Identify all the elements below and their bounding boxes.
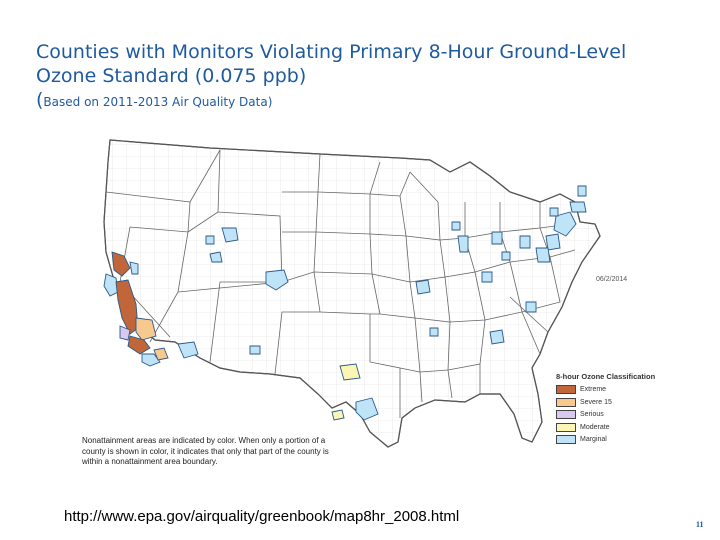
- legend-title: 8-hour Ozone Classification: [556, 372, 656, 381]
- area-jackson: [205, 235, 215, 245]
- area-wyoming: [209, 251, 223, 263]
- title-data-years: Based on 2011-2013 Air Quality Data): [43, 95, 273, 109]
- title-line-2: Ozone Standard (0.075 ppb): [36, 65, 307, 87]
- area-mariposa: [129, 261, 139, 275]
- area-memphis: [429, 327, 439, 337]
- legend-label: Moderate: [580, 423, 610, 431]
- nonattainment-areas: [103, 185, 587, 421]
- map-note: Nonattainment areas are indicated by col…: [82, 436, 329, 466]
- area-dallas: [339, 363, 361, 381]
- area-phoenix: [177, 341, 199, 359]
- area-charlotte: [525, 301, 537, 313]
- area-san-diego: [141, 353, 161, 367]
- area-atlanta: [489, 329, 505, 345]
- legend-item: Extreme: [556, 384, 686, 395]
- source-url[interactable]: http://www.epa.gov/airquality/greenbook/…: [64, 508, 460, 525]
- area-maine: [577, 185, 587, 197]
- area-san-antonio: [331, 409, 345, 421]
- area-ventura: [119, 325, 131, 341]
- area-chicago: [457, 235, 469, 253]
- area-south-coast: [127, 335, 151, 355]
- legend-swatch-extreme: [556, 385, 576, 394]
- area-cleveland: [501, 251, 511, 261]
- legend-label: Marginal: [580, 436, 607, 443]
- area-philadelphia: [545, 233, 561, 251]
- title-paren: (: [36, 89, 44, 111]
- area-pittsburgh: [519, 235, 531, 249]
- area-western-mojave: [135, 317, 157, 341]
- area-st-louis: [415, 279, 431, 295]
- area-cincinnati: [481, 271, 493, 283]
- legend-swatch-severe: [556, 397, 576, 407]
- legend-swatch-marginal: [556, 435, 576, 444]
- area-bay-area: [103, 273, 119, 297]
- legend-label: Extreme: [580, 386, 607, 393]
- area-massachusetts: [569, 201, 587, 213]
- legend-label: Severe 15: [580, 398, 612, 406]
- state-borders: [105, 149, 576, 418]
- legend-swatch-moderate: [556, 422, 576, 432]
- area-imperial: [153, 347, 169, 361]
- title-line-3: (Based on 2011-2013 Air Quality Data): [36, 88, 696, 114]
- us-ozone-map: [103, 139, 601, 448]
- slide-number: 11: [696, 520, 704, 529]
- legend-item: Marginal: [556, 434, 686, 445]
- legend-item: Moderate: [556, 422, 686, 433]
- area-baltimore-dc: [535, 247, 551, 263]
- slide-title: Counties with Monitors Violating Primary…: [36, 40, 696, 114]
- legend-item: Serious: [556, 409, 686, 420]
- map-legend: 8-hour Ozone Classification Extreme Seve…: [556, 372, 686, 447]
- title-line-1: Counties with Monitors Violating Primary…: [36, 41, 627, 63]
- area-ny-nj-ct: [553, 211, 577, 237]
- area-sacramento: [111, 251, 131, 277]
- area-san-joaquin: [115, 279, 139, 335]
- legend-swatch-serious: [556, 410, 576, 419]
- area-uinta: [221, 227, 239, 243]
- area-denver: [265, 269, 289, 291]
- area-detroit: [491, 231, 503, 245]
- area-sheboygan: [451, 221, 461, 231]
- map-date: 06/2/2014: [596, 276, 628, 283]
- legend-item: Severe 15: [556, 397, 686, 408]
- legend-label: Serious: [580, 411, 604, 418]
- area-houston: [355, 397, 379, 421]
- us-outline: [103, 139, 601, 448]
- area-dona-ana: [249, 345, 261, 355]
- area-albany: [549, 207, 559, 217]
